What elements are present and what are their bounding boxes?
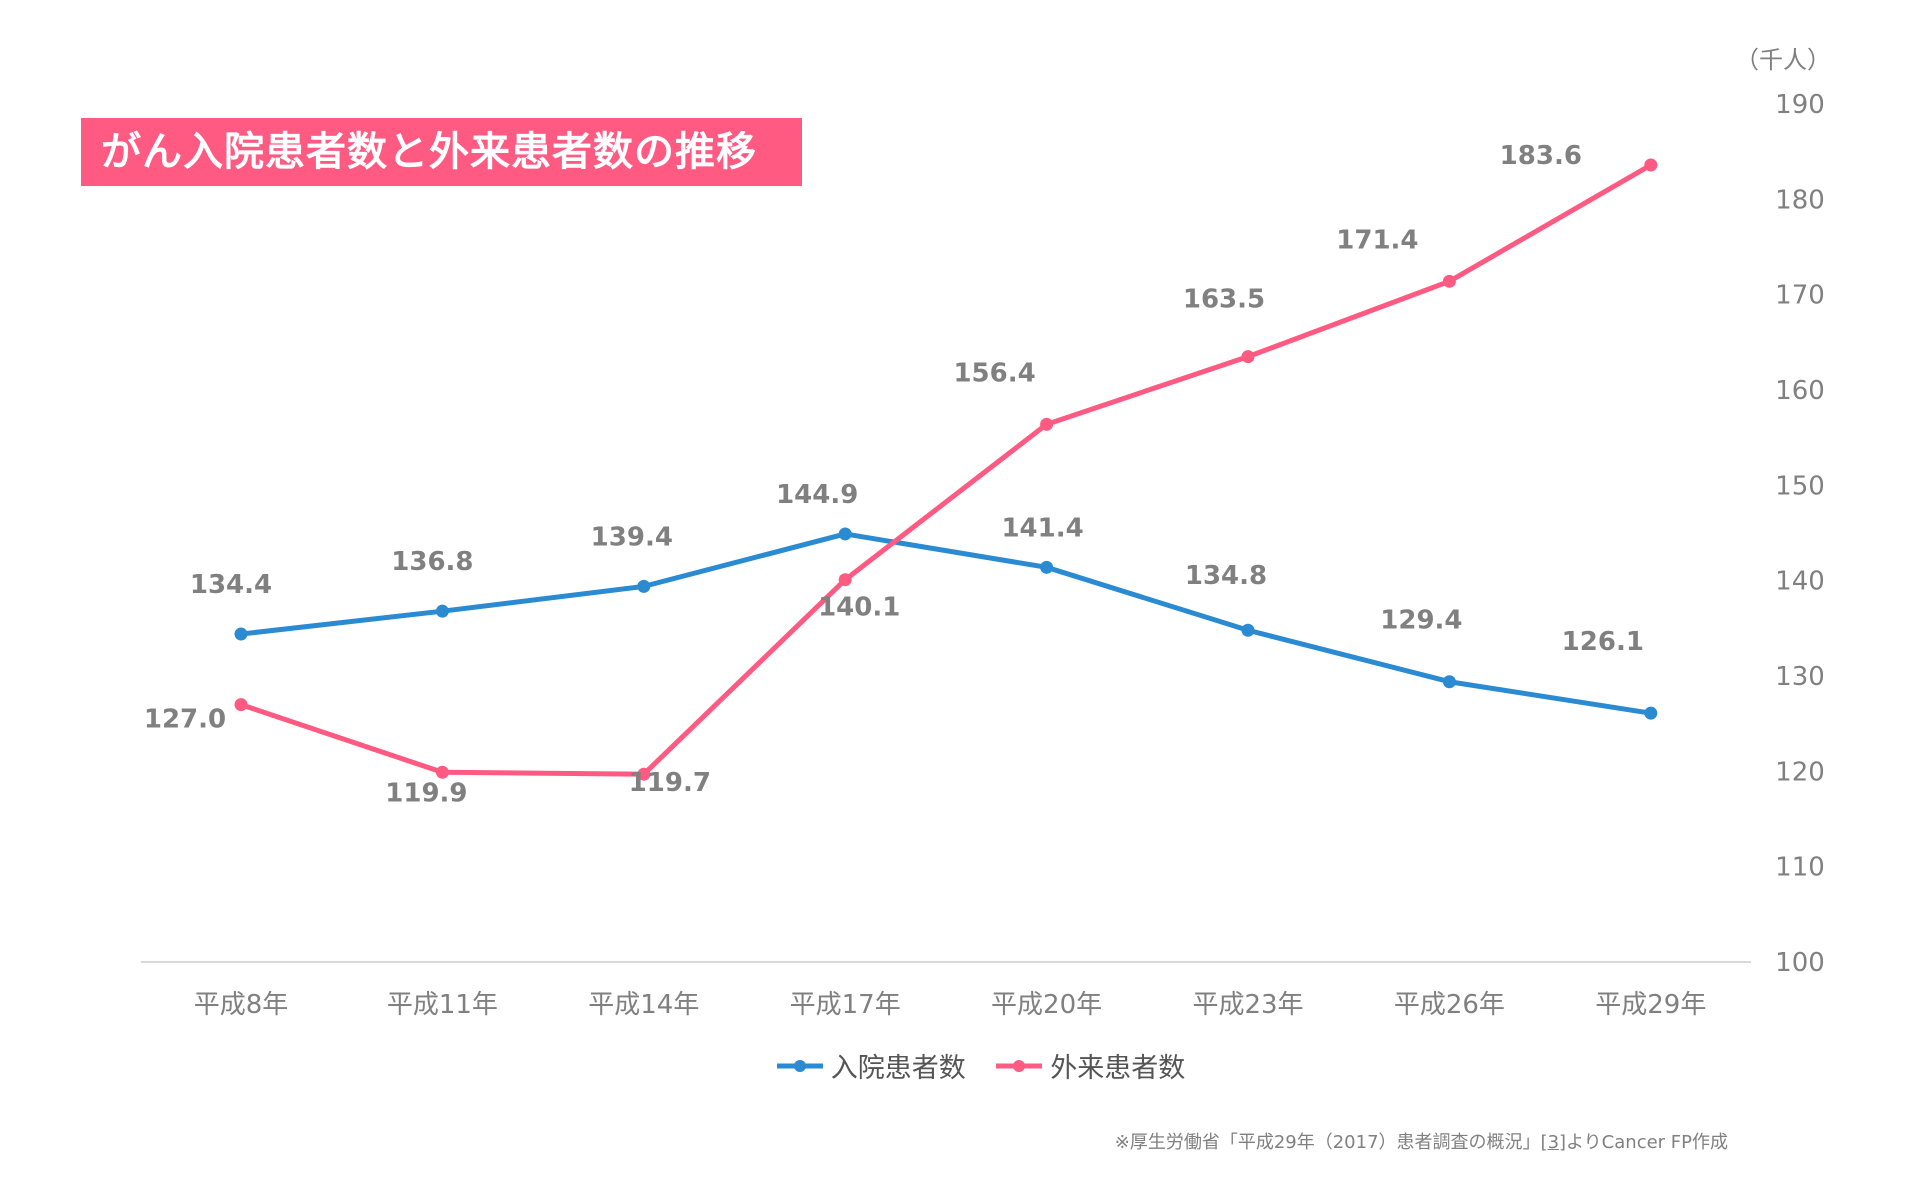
data-point: [838, 573, 852, 587]
y-tick-label: 170: [1775, 281, 1825, 311]
legend: 入院患者数 外来患者数: [0, 1046, 1920, 1085]
y-tick-label: 160: [1775, 376, 1825, 406]
legend-item-outpatient: 外来患者数: [994, 1046, 1185, 1085]
y-tick-label: 130: [1775, 662, 1825, 692]
data-label: 144.9: [776, 480, 858, 510]
data-point: [1241, 623, 1255, 637]
series-line-1: [240, 162, 1653, 777]
data-point: [1442, 675, 1456, 689]
data-label: 134.4: [190, 570, 272, 600]
y-tick-label: 180: [1775, 185, 1825, 215]
data-point: [234, 627, 248, 641]
source-suffix: よりCancer FP作成: [1566, 1132, 1728, 1153]
data-point: [234, 698, 248, 712]
data-label: 126.1: [1562, 627, 1644, 657]
x-tick-label: 平成29年: [1595, 990, 1706, 1020]
y-tick-label: 190: [1775, 90, 1825, 120]
data-label: 139.4: [591, 522, 673, 552]
data-label: 127.0: [144, 705, 226, 735]
data-label: 156.4: [953, 358, 1035, 388]
data-point: [1040, 560, 1054, 574]
data-point: [435, 604, 449, 618]
data-label: 136.8: [391, 547, 473, 577]
source-reference-link[interactable]: [3]: [1540, 1132, 1567, 1153]
data-label: 141.4: [1001, 513, 1083, 543]
data-label: 140.1: [818, 593, 900, 623]
data-point: [838, 527, 852, 541]
data-point: [1241, 350, 1255, 364]
y-tick-label: 140: [1775, 567, 1825, 597]
data-label: 119.7: [629, 768, 711, 798]
data-point: [1040, 417, 1054, 431]
data-label: 171.4: [1336, 225, 1418, 255]
data-label: 183.6: [1500, 141, 1582, 171]
series-line-0: [240, 531, 1652, 716]
source-text: ※厚生労働省「平成29年（2017）患者調査の概況」: [1114, 1132, 1541, 1153]
data-point: [637, 579, 651, 593]
data-point: [1442, 274, 1456, 288]
y-tick-label: 110: [1775, 853, 1825, 883]
legend-item-inpatient: 入院患者数: [775, 1046, 966, 1085]
data-point: [435, 765, 449, 779]
x-tick-label: 平成17年: [790, 990, 901, 1020]
y-tick-label: 150: [1775, 471, 1825, 501]
legend-marker-outpatient: [996, 1059, 1043, 1072]
data-point: [1644, 706, 1658, 720]
data-label: 119.9: [385, 778, 467, 808]
legend-label-outpatient: 外来患者数: [1050, 1053, 1186, 1084]
y-axis-unit: （千人）: [1735, 46, 1831, 74]
chart-title: がん入院患者数と外来患者数の推移: [81, 118, 802, 186]
y-tick-label: 120: [1775, 757, 1825, 787]
x-tick-label: 平成14年: [588, 990, 699, 1020]
x-tick-label: 平成11年: [387, 990, 498, 1020]
x-tick-label: 平成20年: [991, 990, 1102, 1020]
data-label: 134.8: [1185, 561, 1267, 591]
data-label: 163.5: [1183, 285, 1265, 315]
data-point: [637, 767, 651, 781]
data-point: [1644, 158, 1658, 172]
x-tick-label: 平成8年: [194, 990, 289, 1020]
x-tick-label: 平成23年: [1192, 990, 1303, 1020]
legend-marker-inpatient: [776, 1059, 823, 1072]
legend-label-inpatient: 入院患者数: [830, 1053, 966, 1084]
source-note: ※厚生労働省「平成29年（2017）患者調査の概況」[3]よりCancer FP…: [1115, 1128, 1728, 1154]
data-label: 129.4: [1380, 606, 1462, 636]
x-tick-label: 平成26年: [1394, 990, 1505, 1020]
y-tick-label: 100: [1775, 948, 1825, 978]
